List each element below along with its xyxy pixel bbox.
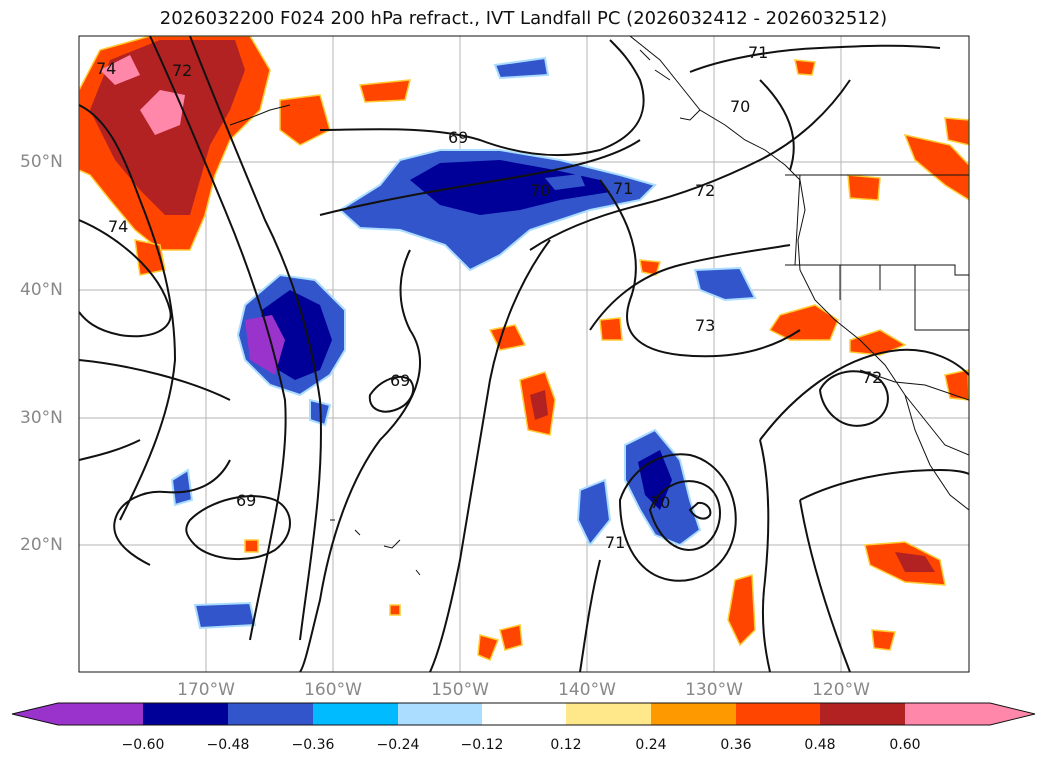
colorbar-tick-label: 0.12 bbox=[550, 737, 582, 753]
colorbar-segment bbox=[905, 703, 990, 725]
refractivity-contours bbox=[79, 36, 969, 672]
colorbar-segment bbox=[58, 703, 143, 725]
contour-label: 73 bbox=[695, 316, 715, 335]
coastlines bbox=[229, 36, 969, 576]
lon-label-170w: 170°W bbox=[177, 680, 235, 700]
colorbar-segment bbox=[228, 703, 313, 725]
negative-anomaly-north bbox=[338, 56, 657, 272]
negative-anomaly-south bbox=[170, 266, 757, 630]
boundaries bbox=[785, 174, 969, 401]
lat-label-40n: 40°N bbox=[20, 280, 63, 300]
lat-label-20n: 20°N bbox=[20, 535, 63, 555]
colorbar-min-extension bbox=[12, 703, 58, 725]
contour-labels: 74 72 74 69 70 71 72 71 70 73 69 69 72 7… bbox=[96, 43, 882, 552]
contour-label: 70 bbox=[730, 97, 750, 116]
colorbar-segment bbox=[143, 703, 228, 725]
lon-label-140w: 140°W bbox=[558, 680, 616, 700]
contour-label: 72 bbox=[862, 368, 882, 387]
lon-label-160w: 160°W bbox=[304, 680, 362, 700]
negative-anomaly-central bbox=[236, 273, 346, 427]
contour-label: 74 bbox=[96, 59, 116, 78]
lat-label-30n: 30°N bbox=[20, 408, 63, 428]
figure-title: 2026032200 F024 200 hPa refract., IVT La… bbox=[159, 8, 888, 29]
colorbar-segment bbox=[736, 703, 820, 725]
colorbar-tick-label: 0.48 bbox=[804, 737, 836, 753]
colorbar-outline bbox=[11, 702, 1036, 726]
contour-label: 72 bbox=[172, 61, 192, 80]
colorbar-tick-label: 0.36 bbox=[720, 737, 752, 753]
map-frame bbox=[78, 35, 970, 673]
contour-label: 71 bbox=[748, 43, 768, 62]
colorbar-segment bbox=[651, 703, 736, 725]
colorbar-tick-label: −0.60 bbox=[121, 737, 165, 753]
contour-label: 70 bbox=[530, 181, 550, 200]
contour-label: 71 bbox=[613, 179, 633, 198]
colorbar-segment bbox=[820, 703, 905, 725]
contour-label: 69 bbox=[390, 371, 410, 390]
colorbar-tick-label: −0.48 bbox=[206, 737, 250, 753]
colorbar-segment bbox=[313, 703, 398, 725]
colorbar-tick-label: −0.12 bbox=[460, 737, 504, 753]
contour-label: 69 bbox=[236, 491, 256, 510]
positive-anomaly-scattered bbox=[244, 59, 969, 661]
colorbar-segment bbox=[566, 703, 651, 725]
contour-label: 74 bbox=[108, 217, 128, 236]
colorbar-segment bbox=[482, 703, 566, 725]
contour-label: 72 bbox=[695, 181, 715, 200]
contour-label: 70 bbox=[650, 493, 670, 512]
lon-label-150w: 150°W bbox=[431, 680, 489, 700]
colorbar-segment bbox=[398, 703, 482, 725]
contour-label: 69 bbox=[448, 128, 468, 147]
colorbar-tick-label: −0.36 bbox=[291, 737, 335, 753]
lon-label-130w: 130°W bbox=[685, 680, 743, 700]
colorbar-tick-label: −0.24 bbox=[376, 737, 420, 753]
lat-label-50n: 50°N bbox=[20, 152, 63, 172]
colorbar bbox=[11, 702, 1036, 726]
contour-label: 71 bbox=[605, 533, 625, 552]
colorbar-max-extension bbox=[990, 703, 1035, 725]
lon-label-120w: 120°W bbox=[812, 680, 870, 700]
colorbar-tick-label: 0.60 bbox=[889, 737, 921, 753]
colorbar-tick-label: 0.24 bbox=[635, 737, 667, 753]
